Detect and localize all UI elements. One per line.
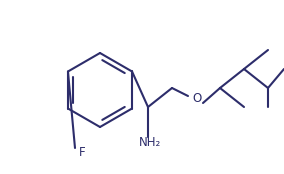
Text: NH₂: NH₂ — [139, 136, 161, 149]
Text: O: O — [192, 93, 202, 105]
Text: F: F — [79, 147, 85, 160]
